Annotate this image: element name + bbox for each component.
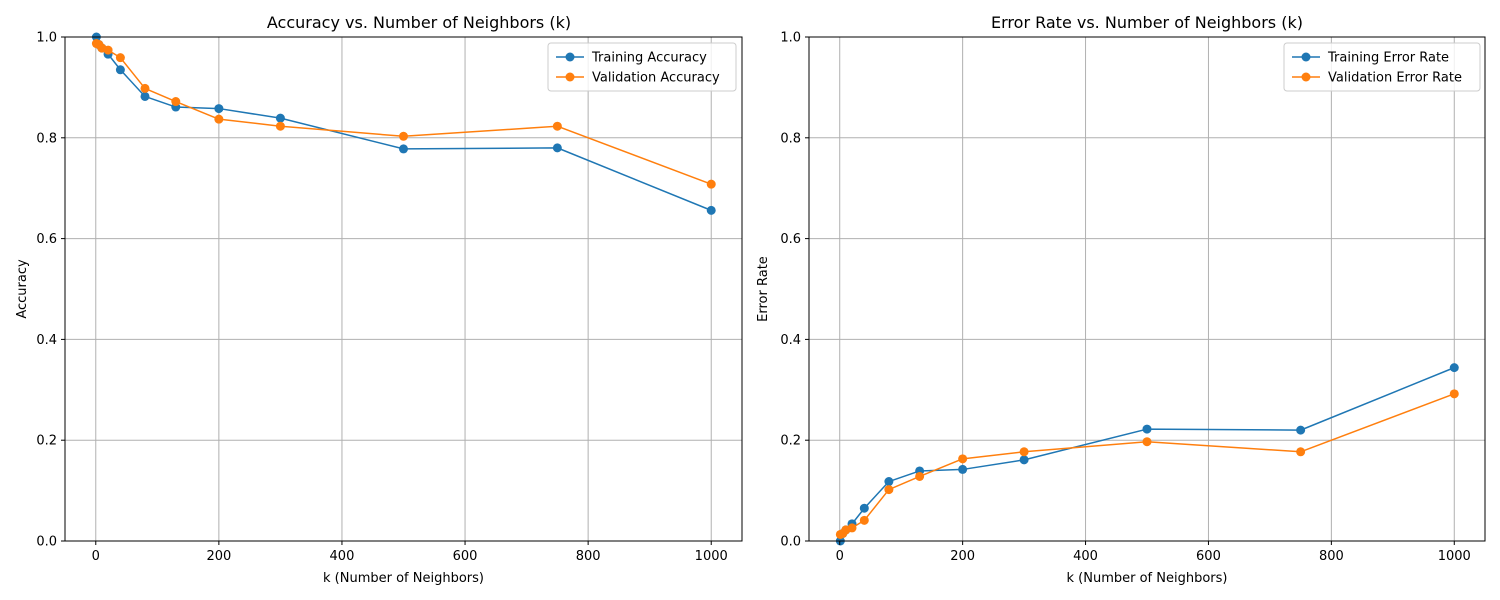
error-rate-validation-point xyxy=(1449,389,1459,399)
error-rate-validation-point xyxy=(1019,447,1029,457)
error-rate-chart-title: Error Rate vs. Number of Neighbors (k) xyxy=(991,13,1303,32)
error-rate-x-tick-label: 400 xyxy=(1073,549,1098,564)
error-rate-x-tick-label: 200 xyxy=(950,549,975,564)
accuracy-legend-training-marker xyxy=(565,52,575,62)
error-rate-training-point xyxy=(1449,363,1459,373)
accuracy-validation-point xyxy=(706,179,716,189)
accuracy-training-point xyxy=(706,205,716,215)
accuracy-y-tick-label: 0.0 xyxy=(36,535,57,550)
error-rate-validation-point xyxy=(1296,447,1306,457)
error-rate-training-point xyxy=(1296,425,1306,435)
accuracy-training-point xyxy=(399,144,408,154)
accuracy-training-point xyxy=(140,91,150,101)
error-rate-y-axis-label: Error Rate xyxy=(756,256,771,322)
error-rate-x-tick-label: 0 xyxy=(836,549,844,564)
accuracy-y-tick-label: 0.8 xyxy=(36,131,57,146)
error-rate-y-tick-label: 1.0 xyxy=(780,31,801,46)
error-rate-training-point xyxy=(958,464,968,474)
error-rate-ticks: 0 200 400 600 800 1000 0.0 0.2 0.4 0.6 0.8 1.0 xyxy=(780,31,1471,565)
error-rate-y-tick-label: 0.8 xyxy=(780,131,801,146)
accuracy-ticks: 0 200 400 600 800 1000 0.0 0.2 0.4 0.6 0.8 1.0 xyxy=(36,31,727,565)
error-rate-y-tick-label: 0.2 xyxy=(780,434,801,449)
error-rate-chart: Error Rate vs. Number of Neighbors (k) 0… xyxy=(756,13,1486,586)
accuracy-training-point xyxy=(552,143,562,153)
error-rate-y-tick-label: 0.4 xyxy=(780,333,801,348)
accuracy-validation-point xyxy=(275,121,285,131)
error-rate-legend-training-marker xyxy=(1301,52,1311,62)
accuracy-series xyxy=(91,32,716,215)
accuracy-legend-box xyxy=(547,42,737,92)
error-rate-validation-point xyxy=(958,454,968,464)
accuracy-legend-training-label: Training Accuracy xyxy=(591,51,707,66)
error-rate-x-tick-label: 600 xyxy=(1196,549,1221,564)
accuracy-validation-point xyxy=(140,83,150,93)
error-rate-training-point xyxy=(1142,424,1152,434)
accuracy-validation-point xyxy=(552,121,562,131)
accuracy-plot-frame xyxy=(64,36,743,542)
accuracy-validation-point xyxy=(214,114,224,124)
accuracy-x-tick-label: 200 xyxy=(206,549,231,564)
accuracy-validation-point xyxy=(171,97,181,107)
error-rate-y-tick-label: 0.0 xyxy=(780,535,801,550)
error-rate-legend-validation-marker xyxy=(1301,72,1311,82)
accuracy-validation-point xyxy=(103,45,113,55)
error-rate-y-tick-label: 0.6 xyxy=(780,232,801,247)
accuracy-chart-title: Accuracy vs. Number of Neighbors (k) xyxy=(267,13,571,32)
accuracy-y-tick-label: 0.6 xyxy=(36,232,57,247)
error-rate-training-point xyxy=(859,503,869,513)
accuracy-y-tick-label: 0.2 xyxy=(36,434,57,449)
error-rate-legend-training-label: Training Error Rate xyxy=(1327,51,1449,66)
accuracy-validation-point xyxy=(115,53,125,63)
error-rate-x-axis-label: k (Number of Neighbors) xyxy=(1067,571,1228,586)
error-rate-legend-box xyxy=(1283,42,1481,92)
accuracy-legend-validation-label: Validation Accuracy xyxy=(592,71,720,86)
accuracy-legend-validation-marker xyxy=(565,72,575,82)
error-rate-training-point xyxy=(1019,455,1029,465)
accuracy-legend: Training Accuracy Validation Accuracy xyxy=(547,42,737,92)
accuracy-chart: Accuracy vs. Number of Neighbors (k) 0 20… xyxy=(15,13,743,586)
accuracy-training-point xyxy=(115,65,125,75)
accuracy-y-tick-label: 0.4 xyxy=(36,333,57,348)
error-rate-validation-point xyxy=(884,485,894,495)
error-rate-legend: Training Error Rate Validation Error Rat… xyxy=(1283,42,1481,92)
accuracy-training-point xyxy=(214,104,224,114)
error-rate-x-tick-label: 1000 xyxy=(1438,549,1471,564)
error-rate-legend-validation-label: Validation Error Rate xyxy=(1328,71,1462,86)
error-rate-series xyxy=(835,363,1459,546)
error-rate-validation-point xyxy=(915,471,925,481)
accuracy-x-tick-label: 0 xyxy=(92,549,100,564)
error-rate-training-point xyxy=(884,477,894,487)
accuracy-y-tick-label: 1.0 xyxy=(36,31,57,46)
error-rate-validation-point xyxy=(847,523,857,533)
error-rate-validation-point xyxy=(859,515,869,525)
accuracy-x-tick-label: 1000 xyxy=(695,549,728,564)
accuracy-x-tick-label: 600 xyxy=(453,549,478,564)
accuracy-x-tick-label: 800 xyxy=(576,549,601,564)
error-rate-plot-frame xyxy=(808,36,1486,542)
error-rate-validation-point xyxy=(1142,437,1152,447)
accuracy-x-axis-label: k (Number of Neighbors) xyxy=(323,571,484,586)
accuracy-x-tick-label: 400 xyxy=(330,549,355,564)
accuracy-validation-point xyxy=(399,131,408,141)
error-rate-x-tick-label: 800 xyxy=(1319,549,1344,564)
accuracy-training-point xyxy=(275,113,285,123)
accuracy-y-axis-label: Accuracy xyxy=(15,259,30,319)
